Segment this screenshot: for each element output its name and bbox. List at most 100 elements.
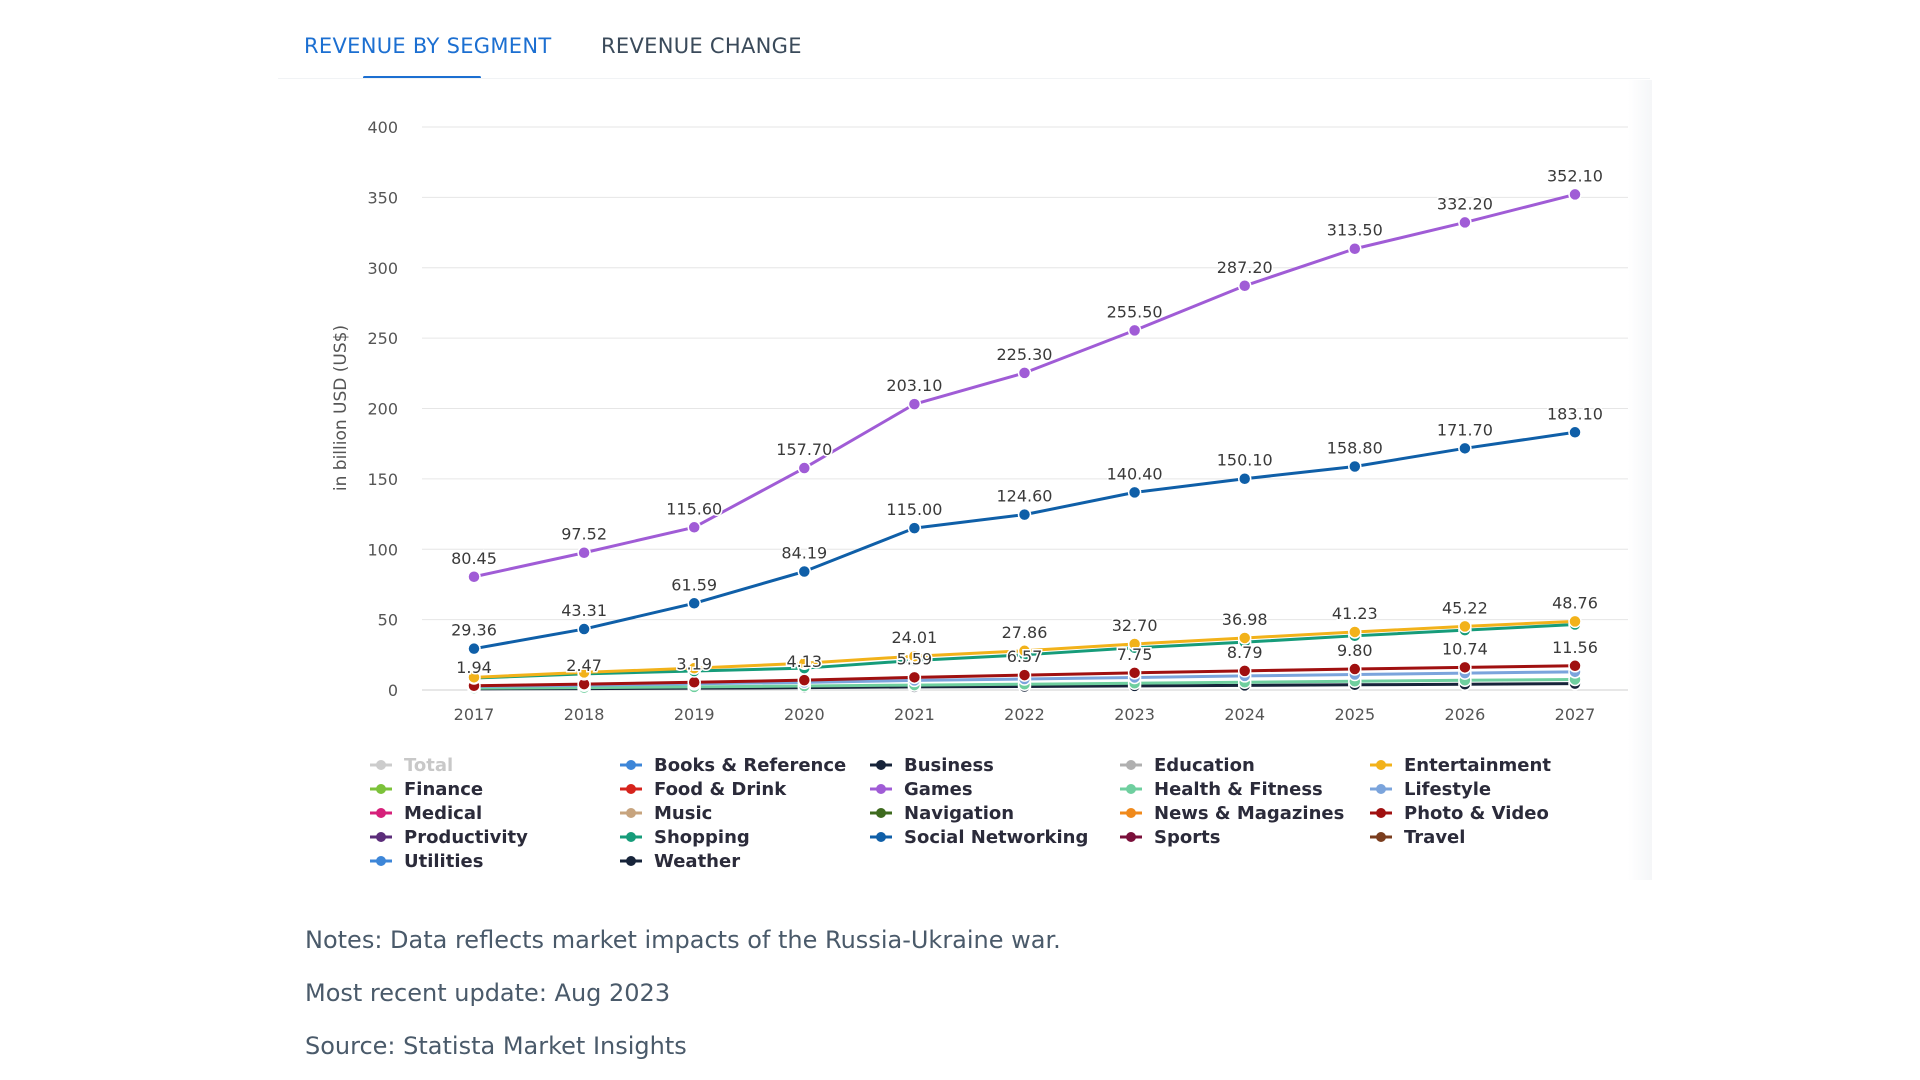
legend-marker-dot [876,760,886,770]
data-label: 1.94 [456,658,492,677]
y-tick-label: 250 [367,329,398,348]
data-point [907,649,922,663]
legend-item: Weather [654,851,740,872]
x-tick-label: 2022 [1004,705,1045,724]
legend-marker-dot [876,808,886,818]
data-point [1568,425,1582,440]
data-point [797,461,812,475]
legend-item: Travel [1404,827,1465,848]
legend-marker-dot [1126,832,1136,842]
data-label: 27.86 [1002,623,1048,642]
data-point [467,570,481,584]
data-label: 183.10 [1547,404,1603,423]
data-point [1237,664,1252,678]
legend-marker-dot [376,832,386,842]
data-point [687,520,701,535]
legend-marker-dot [376,784,386,794]
data-label: 32.70 [1112,616,1158,635]
data-point [797,564,812,579]
data-point [1348,625,1362,639]
tab-revenue-by-segment[interactable]: REVENUE BY SEGMENT [304,34,552,58]
data-label: 255.50 [1107,302,1163,321]
x-tick-label: 2027 [1555,705,1596,724]
legend-marker-dot [376,760,386,770]
data-label: 115.00 [886,500,942,519]
legend-item: Education [1154,755,1255,776]
data-label: 171.70 [1437,420,1493,439]
data-point [467,670,481,685]
legend-marker-dot [1126,808,1136,818]
x-tick-label: 2026 [1445,705,1486,724]
legend-marker-dot [1376,784,1386,794]
data-point [577,622,591,636]
data-label: 97.52 [561,525,607,544]
legend-item: Music [654,803,712,824]
data-point [907,521,922,535]
line-chart: 0 50 100 150 200 250 300 350 400 in billion USD (… [331,118,1628,872]
y-tick-label: 50 [378,611,398,630]
x-tick-label: 2018 [564,705,605,724]
x-tick-label: 2024 [1224,705,1265,724]
legend-item: Health & Fitness [1154,779,1323,800]
y-axis-label: in billion USD (US$) [331,325,351,491]
data-point [1568,659,1582,673]
x-tick-label: 2021 [894,705,935,724]
legend-item: Navigation [904,803,1014,824]
data-label: 80.45 [451,549,497,568]
y-tick-label: 0 [388,681,398,700]
legend-marker-dot [626,784,636,794]
data-point [687,661,701,675]
data-point [1348,241,1362,256]
legend-marker-dot [626,808,636,818]
data-point [1237,471,1252,486]
data-label: 61.59 [671,575,717,594]
y-tick-label: 300 [367,259,398,278]
x-tick-label: 2020 [784,705,825,724]
data-label: 36.98 [1222,610,1268,629]
y-tick-label: 350 [367,188,398,207]
data-label: 158.80 [1327,438,1383,457]
data-label: 225.30 [997,345,1053,364]
legend-marker-dot [626,832,636,842]
data-label: 203.10 [886,376,942,395]
data-point [797,656,812,671]
legend-item: Business [904,755,994,776]
data-label: 115.60 [666,499,722,518]
data-point [1017,507,1032,522]
legend-item: Medical [404,803,482,824]
data-point [1458,441,1472,456]
notes-text: Notes: Data reflects market impacts of t… [305,926,1061,954]
data-label: 2.47 [566,656,602,675]
data-point [1458,215,1472,230]
data-label: 10.74 [1442,639,1488,658]
legend-marker-dot [376,856,386,866]
scroll-shadow [1628,80,1652,880]
data-point [1568,187,1582,202]
data-label: 11.56 [1552,638,1598,657]
tab-revenue-change[interactable]: REVENUE CHANGE [601,34,802,58]
data-label: 124.60 [997,487,1053,506]
legend-item: Shopping [654,827,750,848]
data-point [907,397,922,411]
data-point [1127,485,1142,500]
data-label: 45.22 [1442,598,1488,617]
legend-item: Utilities [404,851,483,872]
data-point [577,665,591,680]
x-tick-label: 2023 [1114,705,1155,724]
data-point [797,673,812,687]
data-label: 150.10 [1217,451,1273,470]
data-label: 24.01 [891,628,937,647]
legend-item: Games [904,779,973,800]
legend-item: Food & Drink [654,779,787,800]
legend-item: News & Magazines [1154,803,1344,824]
data-label: 48.76 [1552,593,1598,612]
data-point [1348,459,1362,474]
data-label: 140.40 [1107,464,1163,483]
legend-marker-dot [1126,760,1136,770]
data-point [1127,637,1142,651]
legend-marker-dot [376,808,386,818]
data-label: 4.13 [786,652,822,671]
data-point [1017,644,1032,658]
data-label: 9.80 [1337,641,1373,660]
legend-item: Entertainment [1404,755,1551,776]
